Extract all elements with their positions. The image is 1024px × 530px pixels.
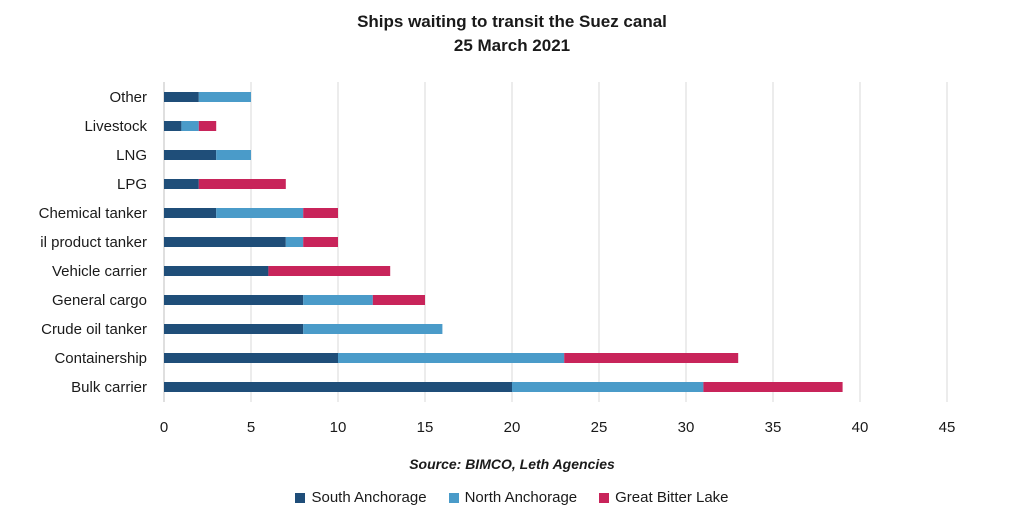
- bar-north-anchorage: [198, 92, 251, 102]
- legend-item-north-anchorage: North Anchorage: [448, 489, 578, 506]
- bar-south-anchorage: [164, 121, 182, 131]
- x-tick-label: 10: [330, 419, 347, 436]
- legend-item-great-bitter-lake: Great Bitter Lake: [599, 489, 729, 506]
- y-tick-label: Containership: [54, 350, 147, 367]
- bar-great-bitter-lake: [703, 382, 843, 392]
- legend-label-south-anchorage: South Anchorage: [311, 489, 427, 506]
- x-tick-label: 0: [160, 419, 168, 436]
- y-tick-label: Other: [109, 89, 147, 106]
- x-tick-label: 25: [591, 419, 608, 436]
- bar-south-anchorage: [164, 92, 199, 102]
- bar-great-bitter-lake: [198, 121, 217, 131]
- x-tick-label: 5: [247, 419, 255, 436]
- chart-subtitle: 25 March 2021: [453, 36, 571, 55]
- bar-south-anchorage: [164, 150, 217, 160]
- bar-north-anchorage: [216, 150, 251, 160]
- bar-north-anchorage: [181, 121, 199, 131]
- bar-south-anchorage: [164, 353, 338, 363]
- bar-great-bitter-lake: [268, 266, 391, 276]
- bar-great-bitter-lake: [303, 237, 338, 247]
- bar-south-anchorage: [164, 179, 199, 189]
- y-tick-label: Livestock: [84, 118, 147, 135]
- x-tick-label: 15: [417, 419, 434, 436]
- chart-title: Ships waiting to transit the Suez canal: [357, 12, 667, 31]
- legend-swatch-north-anchorage: [448, 492, 459, 503]
- y-tick-label: Vehicle carrier: [52, 263, 147, 280]
- bar-great-bitter-lake: [198, 179, 286, 189]
- bar-south-anchorage: [164, 208, 217, 218]
- bar-great-bitter-lake: [372, 295, 425, 305]
- x-tick-label: 40: [852, 419, 869, 436]
- legend-swatch-great-bitter-lake: [599, 492, 610, 503]
- legend-swatch-south-anchorage: [295, 492, 306, 503]
- x-tick-label: 20: [504, 419, 521, 436]
- x-tick-label: 35: [765, 419, 782, 436]
- y-tick-label: LNG: [116, 147, 147, 164]
- bar-south-anchorage: [164, 382, 512, 392]
- bar-north-anchorage: [303, 324, 443, 334]
- legend-label-great-bitter-lake: Great Bitter Lake: [615, 489, 729, 506]
- legend-item-south-anchorage: South Anchorage: [295, 489, 427, 506]
- bar-great-bitter-lake: [564, 353, 739, 363]
- y-tick-label: il product tanker: [40, 234, 147, 251]
- x-tick-label: 30: [678, 419, 695, 436]
- legend-label-north-anchorage: North Anchorage: [464, 489, 578, 506]
- bar-south-anchorage: [164, 295, 304, 305]
- bar-north-anchorage: [338, 353, 565, 363]
- bar-great-bitter-lake: [303, 208, 338, 218]
- y-tick-label: Crude oil tanker: [41, 321, 147, 338]
- bar-north-anchorage: [512, 382, 704, 392]
- x-tick-label: 45: [939, 419, 956, 436]
- y-tick-label: Bulk carrier: [71, 379, 147, 396]
- bar-north-anchorage: [285, 237, 304, 247]
- bar-south-anchorage: [164, 266, 269, 276]
- y-tick-label: General cargo: [52, 292, 147, 309]
- bar-south-anchorage: [164, 324, 304, 334]
- bar-north-anchorage: [303, 295, 373, 305]
- y-tick-label: Chemical tanker: [39, 205, 147, 222]
- chart-source: Source: BIMCO, Leth Agencies: [409, 456, 615, 472]
- bar-south-anchorage: [164, 237, 286, 247]
- y-tick-label: LPG: [117, 176, 147, 193]
- legend: South Anchorage North Anchorage Great Bi…: [0, 489, 1024, 506]
- bar-north-anchorage: [216, 208, 304, 218]
